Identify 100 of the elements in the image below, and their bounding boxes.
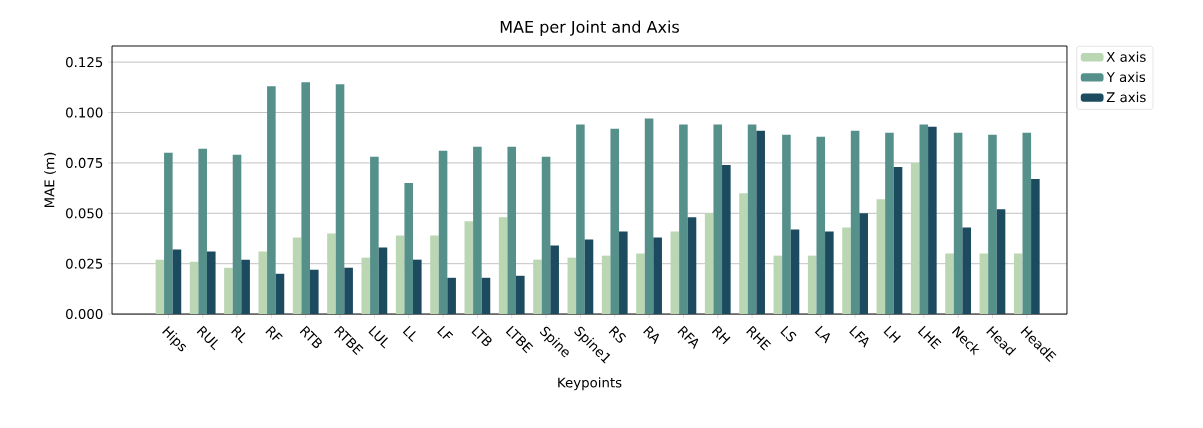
bar: [206, 251, 216, 315]
bar: [807, 255, 817, 315]
bar: [155, 259, 165, 315]
x-tick-label: LS: [780, 325, 797, 342]
x-tick-label: LF: [437, 325, 454, 339]
y-tick-label: 0.050: [66, 208, 103, 219]
bar: [687, 217, 697, 315]
bar: [327, 233, 336, 315]
bar: [610, 128, 620, 315]
bar: [344, 267, 353, 315]
bar: [533, 259, 542, 315]
bar: [885, 132, 894, 315]
bar: [258, 251, 268, 315]
bar: [919, 124, 929, 315]
x-tick-label: RL: [231, 325, 246, 344]
x-tick-label: LH: [883, 325, 901, 343]
bar: [876, 199, 886, 315]
x-tick-label: LL: [402, 325, 416, 343]
y-axis-title: MAE (m): [44, 152, 56, 208]
bar: [996, 209, 1006, 315]
bar: [945, 253, 954, 315]
bar: [825, 231, 834, 315]
bar: [267, 86, 276, 315]
y-tick-label: 0.000: [66, 308, 103, 320]
bar: [309, 269, 319, 315]
x-tick-label: LTB: [471, 325, 492, 346]
y-tick-label: 0.100: [66, 107, 103, 118]
bar: [636, 253, 645, 315]
bar: [275, 273, 285, 315]
bar: [584, 239, 594, 315]
bar: [644, 118, 654, 315]
bar: [292, 237, 302, 315]
bar: [979, 253, 989, 315]
bar: [473, 146, 482, 315]
bar: [722, 164, 731, 315]
bar: [430, 235, 439, 315]
bar: [670, 231, 680, 315]
bar: [1022, 132, 1032, 315]
bar: [481, 277, 491, 315]
x-tick-label: RH: [711, 325, 731, 345]
bar: [241, 259, 250, 315]
bar: [447, 277, 456, 315]
bar: [224, 267, 233, 315]
bar: [704, 213, 714, 315]
x-tick-label: LA: [814, 325, 830, 344]
bar: [550, 245, 559, 315]
x-tick-label: RS: [608, 325, 626, 343]
bar: [232, 154, 242, 315]
bar: [198, 148, 207, 315]
bar: [189, 261, 199, 315]
bar: [910, 162, 920, 315]
bar: [842, 227, 851, 315]
bar: [576, 124, 585, 315]
bar: [413, 259, 422, 315]
bar: [498, 217, 508, 315]
legend-label: X axis: [1106, 51, 1146, 62]
bar: [507, 146, 517, 315]
bar: [438, 150, 448, 315]
bar: [739, 193, 748, 315]
bar: [378, 247, 388, 315]
bar: [756, 130, 765, 315]
bar: [953, 132, 963, 315]
y-tick-label: 0.075: [66, 157, 103, 168]
bar: [619, 231, 628, 315]
y-tick-label: 0.125: [66, 57, 103, 68]
legend-label: Z axis: [1106, 91, 1146, 103]
bar: [782, 134, 791, 315]
y-tick-label: 0.025: [66, 258, 103, 269]
chart-title: MAE per Joint and Axis: [500, 20, 679, 36]
bar: [164, 152, 173, 315]
bar: [679, 124, 688, 315]
x-tick-label: RF: [265, 325, 283, 340]
bar: [567, 257, 577, 315]
bar: [464, 221, 474, 315]
bar: [790, 229, 800, 315]
legend-label: Y axis: [1106, 71, 1146, 83]
bar: [773, 255, 783, 315]
bar: [361, 257, 371, 315]
bar: [816, 136, 826, 315]
bar: [893, 166, 903, 315]
bar: [172, 249, 182, 315]
bar: [404, 183, 414, 315]
bar: [1013, 253, 1023, 315]
bar: [541, 156, 551, 315]
bar: [301, 82, 310, 315]
bar: [747, 124, 757, 315]
x-axis-title: Keypoints: [558, 377, 622, 391]
bar: [713, 124, 723, 315]
bar: [601, 255, 611, 315]
bar: [962, 227, 971, 315]
bar: [335, 84, 345, 315]
x-tick-label: RA: [643, 325, 660, 345]
x-tick-label: LFA: [849, 325, 869, 348]
bar: [988, 134, 997, 315]
bar: [850, 130, 860, 315]
x-tick-label: RTB: [299, 325, 322, 348]
bar: [370, 156, 379, 315]
bar: [1031, 178, 1040, 315]
bar: [516, 275, 525, 315]
bar: [653, 237, 662, 315]
